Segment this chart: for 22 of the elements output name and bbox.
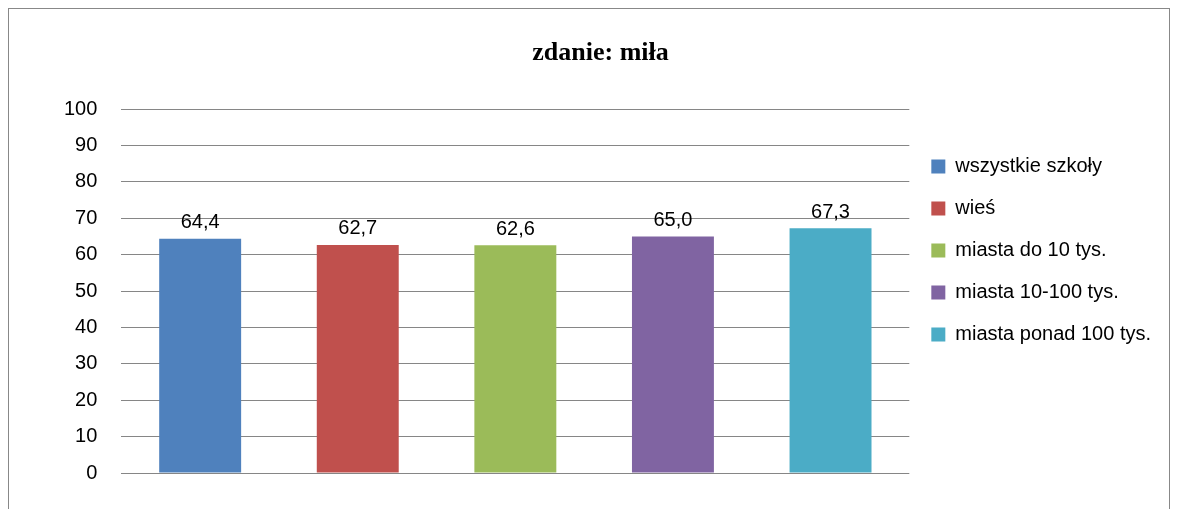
legend-label: wieś	[954, 196, 996, 219]
y-tick-label: 100	[63, 96, 98, 119]
y-tick-label: 50	[75, 278, 98, 301]
y-tick-label: 90	[75, 133, 98, 156]
legend-label: miasta do 10 tys.	[955, 238, 1107, 261]
y-tick-label: 30	[75, 351, 98, 374]
y-tick-label: 40	[75, 315, 98, 337]
data-label: 65,0	[653, 208, 693, 231]
legend-label: miasta ponad 100 tys.	[955, 322, 1152, 345]
y-tick-label: 80	[75, 169, 98, 192]
data-label: 62,6	[495, 216, 535, 239]
y-tick-label: 60	[75, 242, 98, 265]
legend-label: miasta 10-100 tys.	[955, 280, 1119, 303]
data-label: 64,4	[180, 210, 220, 233]
data-label: 62,7	[338, 216, 378, 239]
y-tick-label: 70	[75, 205, 98, 228]
chart-title: zdanie: miła	[532, 37, 669, 67]
y-tick-label: 20	[75, 387, 98, 410]
y-tick-label: 0	[86, 460, 98, 483]
legend-label: wszystkie szkoły	[954, 154, 1103, 177]
data-label: 67,3	[811, 199, 850, 222]
y-tick-label: 10	[75, 424, 98, 447]
